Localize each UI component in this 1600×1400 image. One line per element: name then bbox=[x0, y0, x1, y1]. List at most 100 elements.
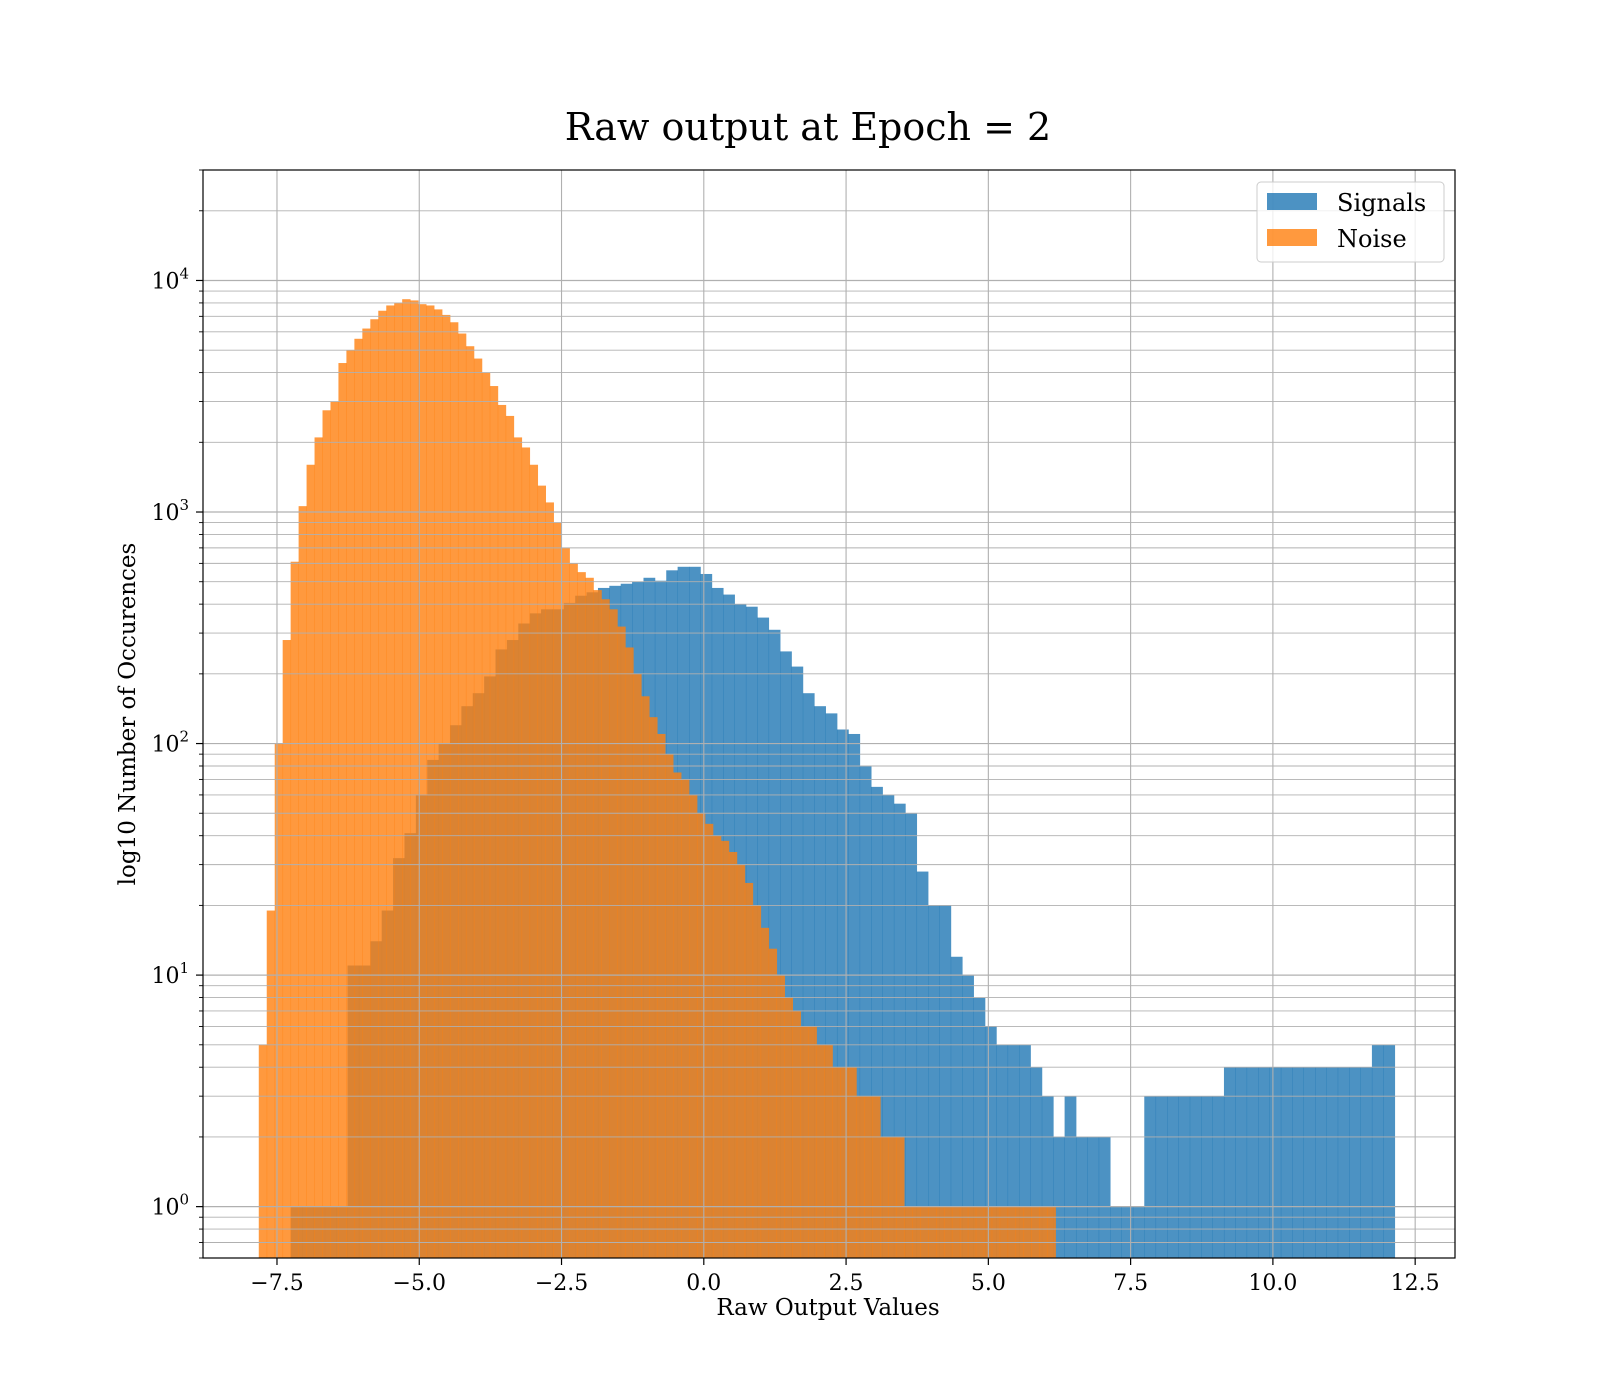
x-tick-label: −7.5 bbox=[250, 1271, 303, 1296]
bar-signals bbox=[1075, 1136, 1088, 1258]
series-noise bbox=[258, 299, 1056, 1259]
bar-signals bbox=[1201, 1096, 1213, 1258]
bar-noise bbox=[274, 743, 284, 1258]
bar-noise bbox=[378, 310, 387, 1258]
bar-noise bbox=[354, 338, 363, 1258]
bar-noise bbox=[617, 626, 626, 1258]
bar-signals bbox=[939, 905, 952, 1258]
bar-noise bbox=[322, 410, 331, 1258]
bar-noise bbox=[330, 401, 339, 1258]
x-tick-label: −2.5 bbox=[535, 1271, 588, 1296]
bar-noise bbox=[784, 997, 793, 1258]
y-tick-label: 100 bbox=[151, 1191, 189, 1221]
bar-noise bbox=[402, 299, 411, 1259]
bar-noise bbox=[856, 1096, 865, 1258]
bar-noise bbox=[609, 609, 618, 1258]
bar-noise bbox=[346, 350, 355, 1258]
bar-signals bbox=[984, 1026, 997, 1258]
x-tick-label: 7.5 bbox=[1113, 1271, 1148, 1296]
bar-noise bbox=[991, 1206, 1001, 1258]
bar-noise bbox=[362, 328, 371, 1258]
bar-noise bbox=[800, 1026, 809, 1258]
bar-noise bbox=[513, 437, 523, 1258]
bar-signals bbox=[1258, 1067, 1270, 1258]
bar-noise bbox=[298, 506, 307, 1258]
bar-noise bbox=[792, 1010, 801, 1258]
bar-noise bbox=[473, 358, 483, 1258]
bar-signals bbox=[1349, 1067, 1361, 1258]
bar-noise bbox=[442, 314, 451, 1258]
bar-signals bbox=[1337, 1067, 1350, 1258]
bar-noise bbox=[306, 464, 315, 1258]
bar-noise bbox=[593, 590, 602, 1258]
bar-noise bbox=[434, 309, 443, 1258]
bar-signals bbox=[1383, 1044, 1396, 1258]
x-tick-label: 2.5 bbox=[829, 1271, 864, 1296]
bar-noise bbox=[1047, 1206, 1056, 1258]
bar-noise bbox=[561, 547, 570, 1258]
bar-signals bbox=[1167, 1096, 1179, 1258]
legend-swatch-noise bbox=[1267, 229, 1317, 246]
bar-noise bbox=[386, 305, 395, 1259]
bar-noise bbox=[577, 572, 586, 1258]
bar-signals bbox=[1098, 1136, 1111, 1258]
bar-signals bbox=[973, 997, 986, 1258]
legend-swatch-signals bbox=[1267, 193, 1317, 210]
bar-noise bbox=[537, 485, 546, 1258]
bar-noise bbox=[418, 304, 427, 1258]
bar-noise bbox=[290, 561, 300, 1258]
bar-signals bbox=[780, 651, 792, 1258]
bar-signals bbox=[1315, 1067, 1327, 1258]
bar-signals bbox=[1053, 1136, 1065, 1258]
bar-signals bbox=[1019, 1044, 1031, 1258]
bar-signals bbox=[996, 1044, 1009, 1258]
bar-noise bbox=[529, 464, 539, 1258]
bar-noise bbox=[601, 599, 610, 1258]
bar-noise bbox=[641, 696, 650, 1258]
bar-signals bbox=[1110, 1206, 1122, 1258]
bar-noise bbox=[967, 1206, 977, 1258]
bar-noise bbox=[752, 905, 762, 1258]
bar-noise bbox=[465, 346, 475, 1259]
bar-noise bbox=[449, 322, 459, 1258]
plot-area bbox=[202, 169, 1456, 1259]
grid-lines bbox=[203, 169, 1455, 1259]
bar-noise bbox=[959, 1206, 969, 1258]
bar-noise bbox=[880, 1136, 889, 1258]
x-tick-label: 12.5 bbox=[1391, 1271, 1440, 1296]
bar-noise bbox=[943, 1206, 953, 1258]
bar-noise bbox=[744, 882, 754, 1258]
bar-signals bbox=[1292, 1067, 1305, 1258]
y-axis-label: log10 Number of Occurences bbox=[115, 543, 141, 886]
bar-noise bbox=[840, 1067, 849, 1258]
bar-signals bbox=[768, 629, 781, 1258]
bar-noise bbox=[649, 717, 658, 1258]
bar-noise bbox=[1007, 1206, 1017, 1258]
bar-noise bbox=[776, 975, 786, 1258]
bar-noise bbox=[338, 363, 347, 1258]
bar-signals bbox=[1371, 1044, 1384, 1258]
bar-noise bbox=[888, 1136, 897, 1258]
bar-noise bbox=[824, 1044, 833, 1258]
bar-signals bbox=[962, 975, 974, 1258]
plot-frame bbox=[202, 169, 1456, 1259]
bar-noise bbox=[457, 333, 467, 1258]
bar-signals bbox=[950, 956, 963, 1258]
bar-noise bbox=[521, 447, 531, 1259]
bar-signals bbox=[928, 905, 940, 1258]
y-tick-label: 104 bbox=[151, 264, 189, 294]
y-axis-ticks: 100 101 102 103 104 bbox=[151, 169, 203, 1259]
x-axis-ticks: −7.5 −5.0 −2.5 0.0 2.5 5.0 7.5 10.0 12.5 bbox=[250, 1258, 1440, 1296]
bar-noise bbox=[625, 647, 634, 1258]
bar-signals bbox=[1030, 1067, 1043, 1258]
x-axis-label: Raw Output Values bbox=[716, 1295, 939, 1321]
bar-signals bbox=[1326, 1067, 1339, 1258]
bar-noise bbox=[394, 302, 403, 1258]
bar-noise bbox=[657, 733, 666, 1258]
bar-noise bbox=[720, 840, 730, 1258]
bar-noise bbox=[585, 577, 594, 1258]
bar-noise bbox=[728, 852, 738, 1258]
bar-noise bbox=[489, 386, 499, 1258]
bar-signals bbox=[1041, 1096, 1054, 1258]
